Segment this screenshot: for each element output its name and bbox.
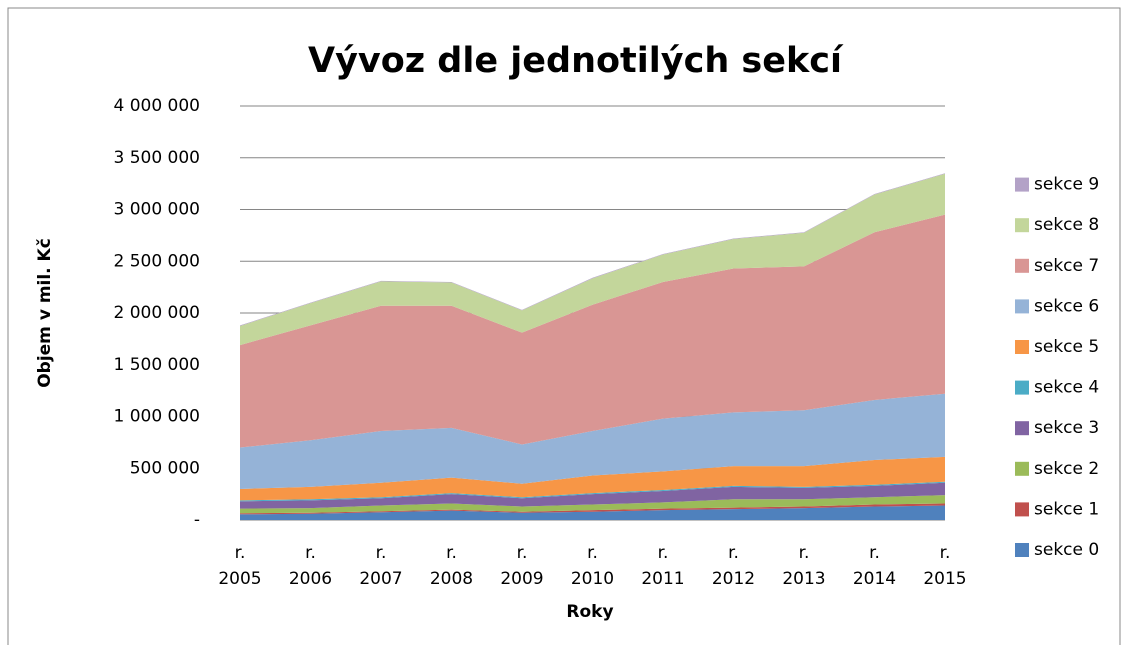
y-tick-label: 3 500 000: [113, 148, 200, 168]
y-axis-label: Objem v mil. Kč: [35, 238, 55, 388]
legend-label: sekce 2: [1034, 459, 1099, 479]
legend-swatch: [1015, 218, 1029, 233]
legend-label: sekce 9: [1034, 175, 1099, 195]
area: [240, 393, 945, 489]
legend-swatch: [1015, 461, 1029, 476]
x-tick-label: r. 2011: [641, 543, 685, 589]
x-tick-label: r. 2014: [852, 543, 897, 589]
legend-swatch: [1015, 421, 1029, 436]
x-tick-label: r. 2006: [288, 543, 333, 589]
area: [240, 173, 945, 346]
legend-label: sekce 1: [1034, 499, 1099, 519]
x-tick-label: r. 2013: [782, 543, 826, 589]
y-tick-label: 3 000 000: [113, 200, 200, 220]
legend-swatch: [1015, 340, 1029, 354]
y-tick-label: 2 500 000: [113, 251, 200, 271]
legend-swatch: [1015, 258, 1029, 273]
legend-label: sekce 6: [1034, 296, 1099, 316]
area: [240, 503, 945, 515]
area: [240, 481, 945, 502]
legend-swatch: [1015, 543, 1029, 557]
y-tick-label: 2 000 000: [113, 303, 200, 323]
x-tick-label: r. 2007: [359, 543, 403, 589]
legend-label: sekce 8: [1034, 215, 1099, 235]
x-tick-label: r. 2015: [923, 543, 967, 589]
legend-label: sekce 0: [1034, 540, 1099, 560]
x-tick-label: r. 2010: [570, 543, 615, 589]
y-tick-label: 500 000: [130, 458, 200, 478]
x-tick-label: r. 2009: [500, 543, 544, 589]
legend-swatch: [1015, 177, 1029, 192]
legend-label: sekce 7: [1034, 256, 1099, 276]
x-tick-label: r. 2005: [218, 543, 262, 589]
legend-swatch: [1015, 502, 1029, 517]
area: [240, 456, 945, 501]
chart-title: Vývoz dle jednotilých sekcí: [308, 41, 844, 81]
legend-label: sekce 3: [1034, 418, 1099, 438]
legend-swatch: [1015, 380, 1029, 395]
legend-label: sekce 4: [1034, 378, 1099, 398]
x-tick-label: r. 2008: [429, 543, 474, 589]
y-tick-label: 4 000 000: [113, 96, 200, 116]
area: [240, 505, 945, 520]
area: [240, 214, 945, 448]
area: [240, 495, 945, 514]
y-tick-label: 1 000 000: [113, 407, 200, 427]
legend-swatch: [1015, 299, 1029, 314]
x-axis-label: Roky: [566, 602, 613, 622]
x-tick-label: r. 2012: [711, 543, 756, 589]
y-tick-label: 1 500 000: [113, 355, 200, 375]
y-tick-label: -: [194, 510, 200, 530]
area: [240, 482, 945, 509]
legend-label: sekce 5: [1034, 337, 1099, 357]
